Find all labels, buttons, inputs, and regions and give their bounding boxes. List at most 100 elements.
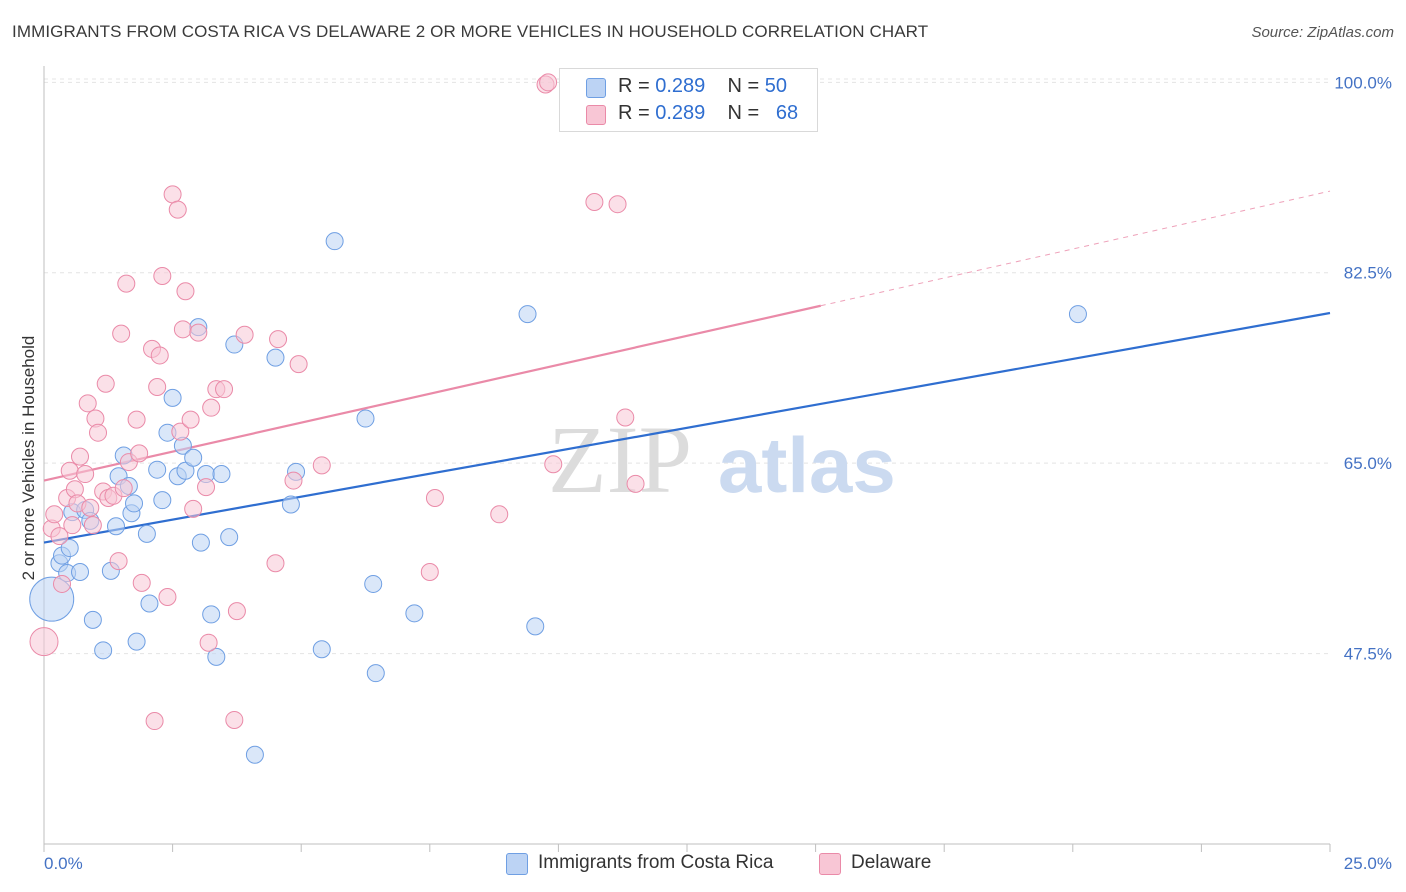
point-delaware — [53, 574, 72, 593]
point-costa-rica — [127, 632, 146, 651]
point-costa-rica — [184, 448, 203, 467]
y-tick-label: 82.5% — [1344, 264, 1392, 283]
point-costa-rica — [207, 647, 226, 666]
trend-line-delaware-extension — [820, 190, 1331, 307]
trend-lines — [43, 190, 1331, 544]
r-value: 0.289 — [655, 102, 706, 124]
point-delaware — [425, 488, 444, 507]
trend-line-costa-rica — [43, 311, 1331, 544]
point-delaware — [312, 456, 331, 475]
bottom-legend-item-costa-rica: Immigrants from Costa Rica — [506, 851, 796, 877]
point-delaware — [150, 346, 169, 365]
stats-legend: R = 0.289 N = 50 R = 0.289 N = 68 — [559, 68, 818, 132]
point-costa-rica — [245, 745, 264, 764]
point-costa-rica — [202, 605, 221, 624]
point-costa-rica — [281, 495, 300, 514]
point-delaware — [168, 200, 187, 219]
bottom-legend-swatch-pink — [819, 853, 841, 875]
axes — [43, 66, 1331, 852]
point-delaware — [89, 423, 108, 442]
point-delaware — [112, 324, 131, 343]
point-delaware — [227, 602, 246, 621]
point-delaware — [76, 465, 95, 484]
point-delaware — [176, 282, 195, 301]
point-costa-rica — [163, 388, 182, 407]
point-costa-rica — [107, 517, 126, 536]
point-delaware — [117, 274, 136, 293]
point-costa-rica — [153, 491, 172, 510]
r-label: R = — [618, 102, 656, 124]
point-delaware — [235, 325, 254, 344]
n-value: 68 — [775, 102, 799, 124]
bottom-legend-label: Delaware — [851, 852, 932, 873]
x-tick-label-min: 0.0% — [44, 854, 83, 873]
chart-title: IMMIGRANTS FROM COSTA RICA VS DELAWARE 2… — [12, 22, 929, 41]
point-costa-rica — [125, 494, 144, 513]
n-value: 50 — [764, 75, 788, 97]
point-costa-rica — [312, 640, 331, 659]
y-axis-title: 2 or more Vehicles in Household — [19, 336, 38, 581]
point-costa-rica — [83, 610, 102, 629]
watermark-atlas: atlas — [718, 421, 896, 509]
point-delaware — [158, 587, 177, 606]
point-delaware — [289, 355, 308, 374]
x-tick-label-max: 25.0% — [1344, 854, 1392, 873]
point-costa-rica — [212, 465, 231, 484]
bottom-legend-label: Immigrants from Costa Rica — [538, 852, 774, 873]
point-delaware — [29, 627, 59, 657]
tick-labels: 47.5% 65.0% 82.5% 100.0% 0.0% 25.0% — [44, 73, 1392, 873]
point-delaware — [544, 455, 563, 474]
point-delaware — [184, 499, 203, 518]
point-delaware — [109, 552, 128, 571]
point-delaware — [132, 573, 151, 592]
point-costa-rica — [364, 574, 383, 593]
r-label: R = — [618, 75, 656, 97]
point-delaware — [71, 447, 90, 466]
point-delaware — [60, 461, 79, 480]
point-costa-rica — [94, 641, 113, 660]
n-label: N = — [727, 102, 765, 124]
point-delaware — [148, 377, 167, 396]
point-costa-rica — [266, 348, 285, 367]
y-tick-label: 47.5% — [1344, 645, 1392, 664]
point-costa-rica — [191, 533, 210, 552]
point-delaware — [626, 474, 645, 493]
point-costa-rica — [220, 528, 239, 547]
bottom-legend-swatch-blue — [506, 853, 528, 875]
point-costa-rica — [526, 617, 545, 636]
point-delaware — [616, 408, 635, 427]
point-costa-rica — [71, 562, 90, 581]
data-points — [29, 73, 1087, 764]
point-costa-rica — [1068, 305, 1087, 324]
y-tick-label: 65.0% — [1344, 454, 1392, 473]
point-delaware — [420, 562, 439, 581]
point-costa-rica — [356, 409, 375, 428]
point-delaware — [145, 712, 164, 731]
n-label: N = — [727, 75, 765, 97]
gridlines — [44, 78, 1330, 655]
point-costa-rica — [148, 460, 167, 479]
chart-source: Source: ZipAtlas.com — [1251, 24, 1394, 41]
point-delaware — [81, 498, 100, 517]
point-delaware — [171, 422, 190, 441]
point-costa-rica — [60, 539, 79, 558]
point-delaware — [215, 380, 234, 399]
point-delaware — [266, 554, 285, 573]
point-costa-rica — [366, 664, 385, 683]
point-delaware — [199, 633, 218, 652]
point-delaware — [490, 505, 509, 524]
legend-swatch-pink — [586, 105, 606, 125]
point-delaware — [83, 516, 102, 535]
legend-swatch-blue — [586, 78, 606, 98]
point-delaware — [225, 710, 244, 729]
point-delaware — [585, 193, 604, 212]
point-delaware — [78, 394, 97, 413]
point-costa-rica — [405, 604, 424, 623]
point-delaware — [202, 398, 221, 417]
point-delaware — [63, 516, 82, 535]
point-delaware — [539, 73, 558, 92]
point-delaware — [269, 330, 288, 349]
point-delaware — [45, 505, 64, 524]
point-delaware — [153, 267, 172, 286]
